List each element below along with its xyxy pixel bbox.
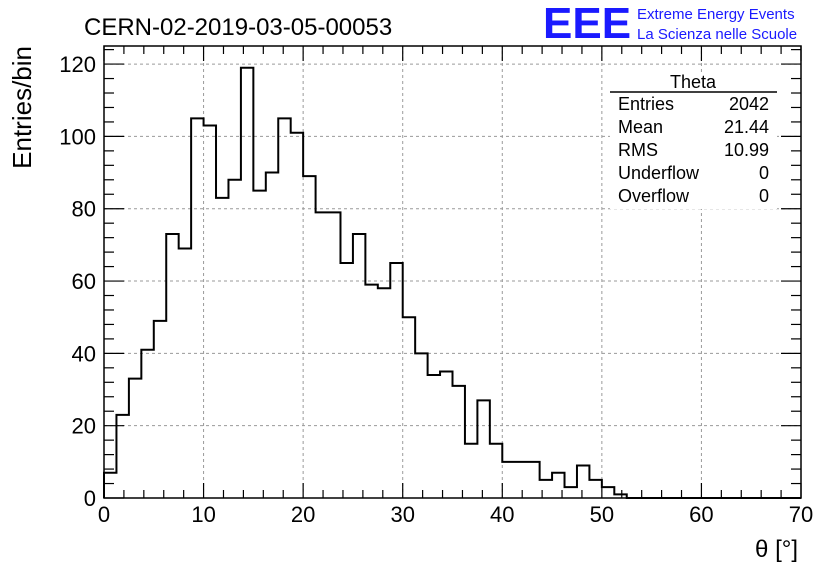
logo-line-2: La Scienza nelle Scuole [637, 26, 797, 43]
stats-value-mean: 21.44 [724, 117, 769, 137]
x-tick-label: 60 [689, 502, 713, 527]
histogram-line [103, 66, 801, 499]
y-tick-label: 80 [72, 197, 96, 222]
y-tick-label: 60 [72, 269, 96, 294]
x-tick-label: 0 [98, 502, 110, 527]
eee-logo: EEE Extreme Energy Events La Scienza nel… [543, 0, 797, 48]
stats-box-background [610, 72, 777, 209]
stats-box-title: Theta [670, 72, 717, 92]
chart-title: CERN-02-2019-03-05-00053 [84, 14, 392, 41]
logo-line-1: Extreme Energy Events [637, 6, 795, 23]
x-tick-label: 30 [390, 502, 414, 527]
stats-value-entries: 2042 [729, 94, 769, 114]
eee-logo-mark: EEE [543, 0, 631, 48]
stats-value-overflow: 0 [759, 186, 769, 206]
x-tick-label: 50 [590, 502, 614, 527]
stats-label-overflow: Overflow [618, 186, 690, 206]
x-tick-label: 70 [789, 502, 813, 527]
y-tick-label: 40 [72, 341, 96, 366]
stats-label-entries: Entries [618, 94, 674, 114]
y-tick-label: 0 [84, 486, 96, 511]
x-tick-label: 20 [291, 502, 315, 527]
plot-frame [103, 45, 802, 499]
x-axis-label: θ [°] [755, 536, 798, 563]
stats-value-underflow: 0 [759, 163, 769, 183]
y-tick-label: 20 [72, 414, 96, 439]
stats-value-rms: 10.99 [724, 140, 769, 160]
stats-box: Theta Entries 2042 Mean 21.44 RMS 10.99 … [610, 72, 777, 209]
y-axis-label: Entries/bin [7, 46, 37, 169]
x-tick-label: 10 [191, 502, 215, 527]
x-tick-label: 40 [490, 502, 514, 527]
axis-ticks: 0 10 20 30 40 50 60 70 0 20 40 60 80 100 120 [59, 46, 813, 527]
grid [104, 46, 801, 498]
stats-label-rms: RMS [618, 140, 658, 160]
y-tick-label: 100 [59, 124, 96, 149]
stats-label-underflow: Underflow [618, 163, 700, 183]
stats-label-mean: Mean [618, 117, 663, 137]
y-tick-label: 120 [59, 52, 96, 77]
